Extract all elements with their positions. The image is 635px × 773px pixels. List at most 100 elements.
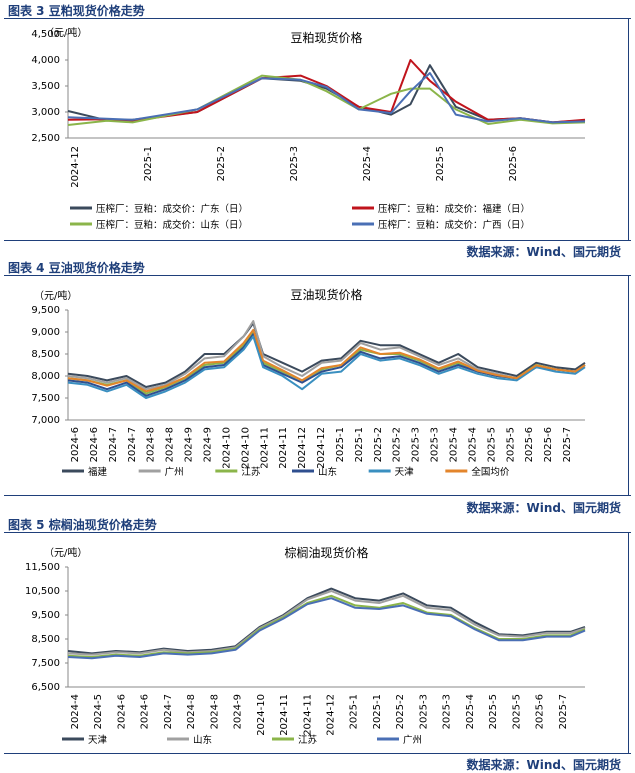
x-tick-label: 2025-5 <box>511 694 522 729</box>
x-tick-label: 2024-11 <box>302 694 313 736</box>
series-line <box>67 328 586 393</box>
legend-label: 福建 <box>88 466 108 478</box>
x-tick-label: 2025-1 <box>372 694 383 729</box>
y-tick-label: 10,500 <box>25 586 60 597</box>
legend-label: 全国均价 <box>471 466 510 478</box>
x-tick-label: 2024-6 <box>70 427 81 462</box>
legend-label: 山东 <box>318 466 337 478</box>
chart-title: 豆粕现货价格 <box>290 30 362 45</box>
x-tick-label: 2025-3 <box>418 694 429 729</box>
x-tick-label: 2025-5 <box>486 427 497 462</box>
x-tick-label: 2024-12 <box>297 427 308 469</box>
x-tick-label: 2025-1 <box>354 427 365 462</box>
series-line <box>67 594 586 658</box>
chart-caption: 图表 4 豆油现货价格走势 <box>8 261 145 275</box>
x-tick-label: 2025-4 <box>465 694 476 729</box>
x-tick-label: 2024-7 <box>108 427 119 462</box>
x-tick-label: 2024-7 <box>127 427 138 462</box>
y-tick-label: 7,500 <box>31 393 60 404</box>
legend-label: 天津 <box>395 467 415 478</box>
legend-label: 江苏 <box>298 734 318 746</box>
x-tick-label: 2024-12 <box>316 427 327 469</box>
series-line <box>67 335 586 399</box>
legend-label: 广州 <box>403 734 422 746</box>
x-tick-label: 2025-1 <box>143 146 154 181</box>
x-tick-label: 2025-4 <box>449 427 460 462</box>
y-tick-label: 8,500 <box>31 634 60 645</box>
x-tick-label: 2024-11 <box>259 427 270 469</box>
chart-caption: 图表 5 棕榈油现货价格走势 <box>8 518 157 532</box>
x-tick-label: 2025-3 <box>442 694 453 729</box>
x-tick-label: 2025-2 <box>392 427 403 462</box>
x-tick-label: 2025-6 <box>508 146 519 181</box>
x-tick-label: 2025-5 <box>488 694 499 729</box>
x-tick-label: 2024-8 <box>209 694 220 729</box>
source-rule <box>4 495 631 496</box>
soyoil-price-chart: 豆油现货价格 （元/吨） 9,500 9,000 8,500 8,000 7,500 7,00… <box>31 287 586 478</box>
source-rule <box>4 753 631 754</box>
legend-label: 江苏 <box>241 466 261 478</box>
y-tick-label: 7,500 <box>31 658 60 669</box>
x-tick-label: 2024-12 <box>326 694 337 736</box>
legend-label: 压榨厂：豆粕：成交价：广西（日） <box>378 219 530 231</box>
palm-oil-price-chart: 棕榈油现货价格 （元/吨） 11,500 10,500 9,500 8,500 7,500 6… <box>25 545 586 746</box>
x-tick-label: 2024-6 <box>89 427 100 462</box>
x-tick-label: 2024-11 <box>279 694 290 736</box>
y-tick-label: 7,000 <box>31 415 60 426</box>
frame-right-rule <box>628 275 629 495</box>
x-tick-label: 2024-7 <box>163 694 174 729</box>
x-tick-label: 2024-12 <box>70 146 81 188</box>
x-tick-label: 2025-3 <box>411 427 422 462</box>
x-tick-label: 2025-4 <box>362 146 373 181</box>
y-tick-label: 8,500 <box>31 349 60 360</box>
y-tick-label: 3,500 <box>31 81 60 92</box>
series-line <box>67 590 586 656</box>
y-tick-label: 8,000 <box>31 371 60 382</box>
x-tick-label: 2025-3 <box>289 146 300 181</box>
y-tick-label: 9,500 <box>31 305 60 316</box>
series-line <box>67 587 586 655</box>
frame-right-rule <box>628 18 629 240</box>
y-tick-label: 6,500 <box>31 682 60 693</box>
x-tick-label: 2025-3 <box>430 427 441 462</box>
series-line <box>67 64 586 124</box>
legend-label: 压榨厂：豆粕：成交价：福建（日） <box>378 203 530 215</box>
x-tick-label: 2025-1 <box>349 694 360 729</box>
series-line <box>67 322 586 388</box>
x-tick-label: 2025-6 <box>535 694 546 729</box>
x-tick-label: 2025-2 <box>395 694 406 729</box>
x-tick-label: 2024-9 <box>184 427 195 462</box>
x-tick-label: 2024-8 <box>146 427 157 462</box>
series-line <box>67 72 586 124</box>
x-tick-label: 2024-9 <box>202 427 213 462</box>
data-source: 数据来源：Wind、国元期货 <box>466 501 621 515</box>
y-unit-label: （元/吨） <box>44 26 87 39</box>
chart-title: 豆油现货价格 <box>290 287 362 302</box>
caption-rule <box>4 532 631 533</box>
series-line <box>67 597 586 660</box>
x-tick-label: 2025-1 <box>335 427 346 462</box>
x-tick-label: 2025-2 <box>216 146 227 181</box>
x-tick-label: 2025-5 <box>435 146 446 181</box>
caption-rule <box>4 275 631 276</box>
x-tick-label: 2024-8 <box>186 694 197 729</box>
legend-label: 天津 <box>88 735 108 746</box>
x-tick-label: 2024-11 <box>278 427 289 469</box>
x-tick-label: 2025-6 <box>543 427 554 462</box>
x-tick-label: 2024-10 <box>240 427 251 469</box>
x-tick-label: 2025-7 <box>562 427 573 462</box>
legend-label: 山东 <box>193 734 212 746</box>
x-tick-label: 2025-4 <box>467 427 478 462</box>
source-rule <box>4 240 631 241</box>
frame-right-rule <box>628 532 629 753</box>
x-tick-label: 2024-10 <box>256 694 267 736</box>
y-tick-label: 3,000 <box>31 107 60 118</box>
y-tick-label: 4,500 <box>31 29 60 40</box>
y-unit-label: （元/吨） <box>34 289 77 302</box>
y-tick-label: 9,000 <box>31 327 60 338</box>
legend-label: 广州 <box>165 466 184 478</box>
chart-caption: 图表 3 豆粕现货价格走势 <box>8 4 145 18</box>
x-tick-label: 2024-8 <box>165 427 176 462</box>
x-tick-label: 2025-7 <box>558 694 569 729</box>
x-tick-label: 2024-6 <box>116 694 127 729</box>
